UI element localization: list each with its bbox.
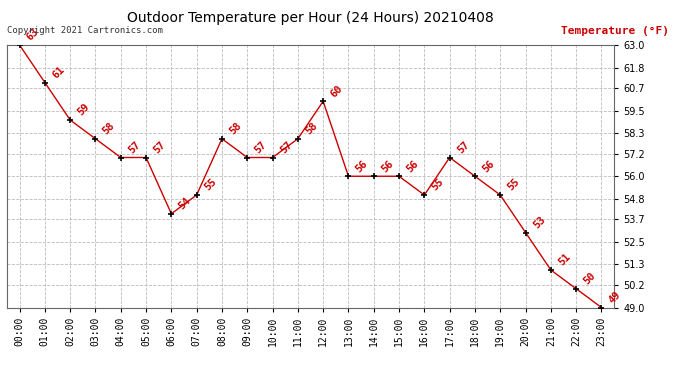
Text: 56: 56 (354, 158, 370, 174)
Text: 55: 55 (506, 177, 522, 193)
Text: 59: 59 (76, 102, 92, 118)
Text: 49: 49 (607, 290, 623, 305)
Text: 60: 60 (328, 83, 344, 99)
Text: 57: 57 (126, 140, 142, 155)
Text: 58: 58 (101, 121, 117, 136)
Text: 55: 55 (430, 177, 446, 193)
Text: 50: 50 (582, 271, 598, 286)
Text: 56: 56 (480, 158, 496, 174)
Text: 57: 57 (253, 140, 268, 155)
Text: 51: 51 (556, 252, 572, 268)
Text: 55: 55 (202, 177, 218, 193)
Text: Outdoor Temperature per Hour (24 Hours) 20210408: Outdoor Temperature per Hour (24 Hours) … (127, 11, 494, 25)
Text: 54: 54 (177, 196, 193, 211)
Text: Temperature (°F): Temperature (°F) (561, 26, 669, 36)
Text: 57: 57 (455, 140, 471, 155)
Text: 56: 56 (404, 158, 420, 174)
Text: 56: 56 (380, 158, 395, 174)
Text: 57: 57 (278, 140, 294, 155)
Text: 58: 58 (228, 121, 244, 136)
Text: 61: 61 (50, 64, 66, 80)
Text: 53: 53 (531, 214, 547, 230)
Text: Copyright 2021 Cartronics.com: Copyright 2021 Cartronics.com (7, 26, 163, 35)
Text: 58: 58 (304, 121, 319, 136)
Text: 57: 57 (152, 140, 168, 155)
Text: 63: 63 (25, 27, 41, 43)
